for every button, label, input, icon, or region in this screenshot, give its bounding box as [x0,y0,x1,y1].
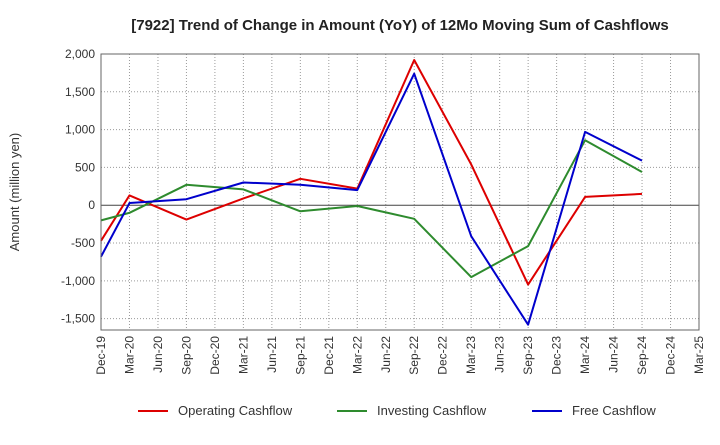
x-tick-label: Jun-22 [379,336,393,373]
y-tick-label: -1,500 [61,312,95,326]
y-tick-label: 1,500 [65,85,95,99]
y-tick-label: 2,000 [65,47,95,61]
x-tick-label: Sep-22 [407,336,421,375]
y-tick-label: 0 [88,198,95,212]
x-tick-label: Jun-23 [493,336,507,373]
y-axis-label: Amount (million yen) [7,133,22,252]
plot-frame [100,53,700,331]
series-line [100,72,643,326]
y-tick-label: 1,000 [65,123,95,137]
x-tick-label: Mar-22 [350,336,364,374]
y-tick-label: -500 [71,236,95,250]
x-tick-label: Sep-20 [179,336,193,375]
series-line [100,139,643,279]
x-tick-label: Dec-23 [550,336,564,375]
data-series [100,59,643,326]
legend-label: Operating Cashflow [178,403,293,418]
x-tick-label: Sep-23 [521,336,535,375]
x-tick-label: Sep-21 [293,336,307,375]
y-tick-label: -1,000 [61,274,95,288]
grid-lines [101,53,699,330]
x-tick-label: Dec-19 [94,336,108,375]
x-tick-label: Jun-21 [265,336,279,373]
legend: Operating Cashflow Investing Cashflow Free… [138,403,656,418]
series-line [100,59,643,286]
x-tick-label: Mar-21 [236,336,250,374]
x-tick-label: Dec-24 [664,336,678,375]
x-tick-label: Mar-23 [464,336,478,374]
x-tick-label: Dec-20 [208,336,222,375]
x-tick-label: Mar-25 [692,336,706,374]
x-tick-label: Jun-24 [607,336,621,373]
x-tick-label: Mar-24 [578,336,592,374]
x-tick-label: Sep-24 [635,336,649,375]
axis-ticks: 2,000 1,500 1,000 500 0 -500 -1,000 -1,500 Dec-1… [61,47,706,375]
x-tick-label: Dec-21 [322,336,336,375]
x-tick-label: Dec-22 [436,336,450,375]
legend-label: Investing Cashflow [377,403,487,418]
chart-title: [7922] Trend of Change in Amount (YoY) o… [131,17,669,34]
legend-label: Free Cashflow [572,403,656,418]
y-tick-label: 500 [75,160,95,174]
x-tick-label: Jun-20 [151,336,165,373]
x-tick-label: Mar-20 [122,336,136,374]
